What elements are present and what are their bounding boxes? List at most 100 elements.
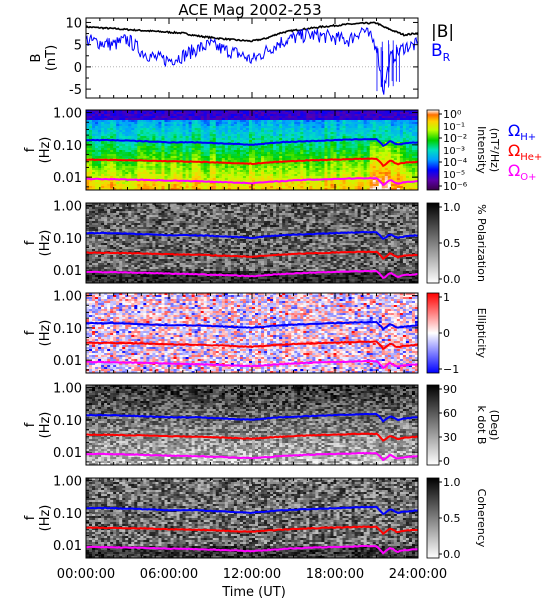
spectrogram-cell [140, 124, 144, 127]
spectrogram-cell [122, 172, 126, 175]
spectrogram-cell [270, 152, 274, 155]
spectrogram-cell [239, 164, 244, 167]
spectrogram-cell [200, 118, 205, 121]
spectrogram-cell [116, 182, 120, 185]
spectrogram-cell [288, 178, 292, 181]
spectrogram-cell [288, 110, 292, 113]
spectrogram-cell [146, 152, 150, 155]
spectrogram-cell [209, 182, 214, 185]
spectrogram-cell [86, 146, 90, 149]
spectrogram-cell [173, 118, 177, 121]
spectrogram-cell [239, 136, 244, 139]
spectrogram-cell [146, 172, 150, 175]
spectrogram-cell [203, 166, 208, 169]
spectrogram-cell [185, 114, 190, 117]
spectrogram-cell [173, 178, 177, 181]
spectrogram-cell [155, 176, 159, 179]
spectrogram-cell [170, 164, 174, 167]
spectrogram-cell [221, 152, 226, 155]
spectrogram-cell [143, 172, 147, 175]
spectrogram-cell [203, 174, 208, 177]
spectrogram-cell [176, 150, 180, 153]
spectrogram-cell [125, 164, 129, 167]
spectrogram-cell [321, 186, 325, 189]
spectrogram-cell [152, 164, 156, 167]
spectrogram-cell [236, 160, 241, 163]
spectrogram-cell [215, 114, 220, 117]
spectrogram-cell [233, 160, 238, 163]
spectrogram-cell [285, 176, 289, 179]
y-axis-unit: (nT) [44, 45, 59, 71]
spectrogram-cell [233, 170, 238, 173]
spectrogram-cell [140, 120, 144, 123]
spectrogram-cell [188, 120, 193, 123]
spectrogram-cell [294, 174, 298, 177]
spectrogram-cell [315, 128, 319, 131]
spectrogram-cell [291, 174, 295, 177]
spectrogram-cell [128, 138, 132, 141]
spectrogram-cell [116, 118, 120, 121]
spectrogram-cell [285, 110, 289, 113]
spectrogram-cell [279, 182, 283, 185]
spectrogram-cell [188, 144, 193, 147]
spectrogram-cell [294, 142, 298, 145]
spectrogram-cell [125, 150, 129, 153]
spectrogram-cell [236, 114, 241, 117]
spectrogram-cell [101, 130, 105, 133]
spectrogram-cell [131, 184, 135, 187]
spectrogram-cell [252, 146, 256, 149]
spectrogram-cell [239, 112, 244, 115]
spectrogram-cell [300, 120, 304, 123]
spectrogram-cell [276, 132, 280, 135]
spectrogram-cell [134, 120, 138, 123]
spectrogram-cell [336, 132, 340, 135]
spectrogram-cell [140, 130, 144, 133]
spectrogram-cell [294, 118, 298, 121]
spectrogram-cell [270, 174, 274, 177]
spectrogram-cell [143, 134, 147, 137]
spectrogram-cell [155, 126, 159, 129]
spectrogram-cell [330, 130, 334, 133]
spectrogram-cell [330, 166, 334, 169]
spectrogram-cell [200, 188, 205, 191]
spectrogram-cell [321, 162, 325, 165]
spectrogram-cell [279, 120, 283, 123]
spectrogram-cell [279, 188, 283, 191]
spectrogram-cell [297, 142, 301, 145]
spectrogram-cell [312, 120, 316, 123]
spectrogram-cell [242, 132, 247, 135]
spectrogram-cell [306, 158, 310, 161]
spectrogram-cell [176, 128, 180, 131]
spectrogram-cell [143, 128, 147, 131]
spectrogram-cell [86, 188, 90, 191]
spectrogram-cell [131, 176, 135, 179]
spectrogram-cell [143, 154, 147, 157]
spectrogram-cell [158, 188, 162, 191]
spectrogram-cell [327, 126, 331, 129]
spectrogram-cell [273, 134, 277, 137]
spectrogram-cell [161, 126, 165, 129]
spectrogram-cell [276, 134, 280, 137]
legend-bmag: |B| [431, 22, 454, 42]
spectrogram-cell [221, 158, 226, 161]
spectrogram-cell [179, 118, 183, 121]
spectrogram-cell [116, 162, 120, 165]
spectrogram-cell [224, 184, 229, 187]
spectrogram-cell [92, 170, 96, 173]
spectrogram-cell [134, 118, 138, 121]
spectrogram-cell [306, 146, 310, 149]
spectrogram-cell [209, 114, 214, 117]
spectrogram-cell [191, 158, 196, 161]
spectrogram-cell [137, 148, 141, 151]
spectrogram-cell [324, 146, 328, 149]
spectrogram-cell [179, 166, 183, 169]
spectrogram-cell [104, 182, 108, 185]
spectrogram-cell [258, 136, 262, 139]
spectrogram-cell [306, 156, 310, 159]
spectrogram-cell [164, 176, 168, 179]
spectrogram-cell [104, 150, 108, 153]
spectrogram-cell [92, 174, 96, 177]
spectrogram-cell [233, 140, 238, 143]
spectrogram-cell [113, 126, 117, 129]
spectrogram-cell [333, 132, 337, 135]
